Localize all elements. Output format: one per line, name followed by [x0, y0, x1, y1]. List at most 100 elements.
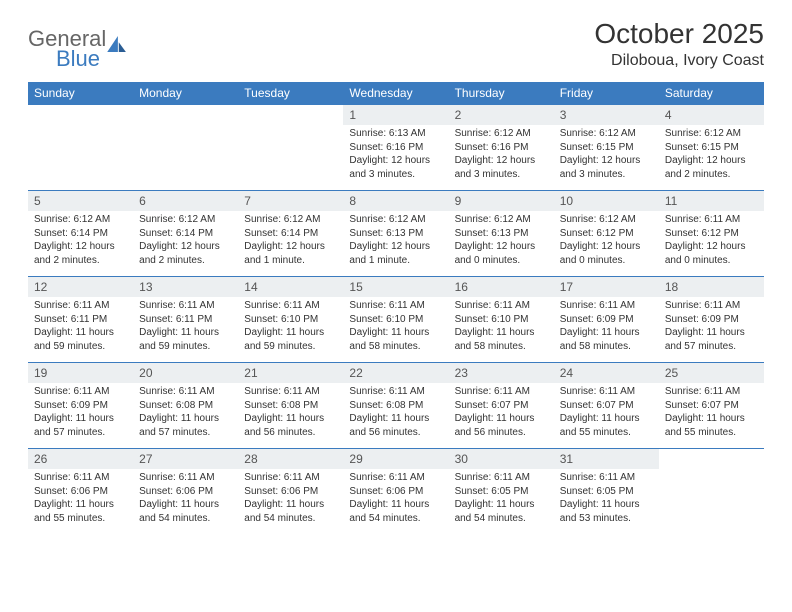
day-number: 21	[238, 362, 343, 383]
calendar-week: 12Sunrise: 6:11 AMSunset: 6:11 PMDayligh…	[28, 276, 764, 362]
day-body: Sunrise: 6:11 AMSunset: 6:06 PMDaylight:…	[28, 469, 133, 529]
day-header: Saturday	[659, 82, 764, 104]
daylight-text: Daylight: 12 hours and 0 minutes.	[455, 240, 548, 267]
sunrise-text: Sunrise: 6:12 AM	[665, 127, 758, 141]
sunrise-text: Sunrise: 6:11 AM	[139, 471, 232, 485]
sunset-text: Sunset: 6:05 PM	[560, 485, 653, 499]
sunset-text: Sunset: 6:10 PM	[244, 313, 337, 327]
day-number: 30	[449, 448, 554, 469]
sunrise-text: Sunrise: 6:11 AM	[665, 385, 758, 399]
day-body: Sunrise: 6:12 AMSunset: 6:15 PMDaylight:…	[659, 125, 764, 185]
daylight-text: Daylight: 11 hours and 55 minutes.	[34, 498, 127, 525]
sunset-text: Sunset: 6:07 PM	[560, 399, 653, 413]
calendar-cell: 4Sunrise: 6:12 AMSunset: 6:15 PMDaylight…	[659, 104, 764, 190]
day-body: Sunrise: 6:11 AMSunset: 6:08 PMDaylight:…	[238, 383, 343, 443]
header: GeneralBlue October 2025 Diloboua, Ivory…	[28, 18, 764, 70]
day-header: Monday	[133, 82, 238, 104]
daylight-text: Daylight: 12 hours and 2 minutes.	[34, 240, 127, 267]
calendar-cell: 31Sunrise: 6:11 AMSunset: 6:05 PMDayligh…	[554, 448, 659, 534]
day-number	[133, 104, 238, 125]
day-body: Sunrise: 6:11 AMSunset: 6:07 PMDaylight:…	[659, 383, 764, 443]
sunset-text: Sunset: 6:16 PM	[349, 141, 442, 155]
sunrise-text: Sunrise: 6:11 AM	[349, 385, 442, 399]
day-number: 22	[343, 362, 448, 383]
sunrise-text: Sunrise: 6:11 AM	[139, 299, 232, 313]
day-number: 29	[343, 448, 448, 469]
sunrise-text: Sunrise: 6:12 AM	[244, 213, 337, 227]
calendar-cell: 30Sunrise: 6:11 AMSunset: 6:05 PMDayligh…	[449, 448, 554, 534]
calendar-cell: 7Sunrise: 6:12 AMSunset: 6:14 PMDaylight…	[238, 190, 343, 276]
sunset-text: Sunset: 6:10 PM	[349, 313, 442, 327]
calendar-cell: 18Sunrise: 6:11 AMSunset: 6:09 PMDayligh…	[659, 276, 764, 362]
calendar-table: SundayMondayTuesdayWednesdayThursdayFrid…	[28, 82, 764, 534]
day-number: 23	[449, 362, 554, 383]
day-header: Sunday	[28, 82, 133, 104]
sunset-text: Sunset: 6:08 PM	[139, 399, 232, 413]
day-body: Sunrise: 6:12 AMSunset: 6:13 PMDaylight:…	[449, 211, 554, 271]
day-number: 5	[28, 190, 133, 211]
daylight-text: Daylight: 11 hours and 58 minutes.	[349, 326, 442, 353]
daylight-text: Daylight: 11 hours and 54 minutes.	[349, 498, 442, 525]
day-header-row: SundayMondayTuesdayWednesdayThursdayFrid…	[28, 82, 764, 104]
daylight-text: Daylight: 11 hours and 59 minutes.	[139, 326, 232, 353]
day-number: 24	[554, 362, 659, 383]
sunset-text: Sunset: 6:12 PM	[665, 227, 758, 241]
day-number: 3	[554, 104, 659, 125]
sunset-text: Sunset: 6:06 PM	[139, 485, 232, 499]
day-number: 19	[28, 362, 133, 383]
sunrise-text: Sunrise: 6:12 AM	[455, 213, 548, 227]
calendar-week: 5Sunrise: 6:12 AMSunset: 6:14 PMDaylight…	[28, 190, 764, 276]
sunrise-text: Sunrise: 6:11 AM	[455, 299, 548, 313]
sunrise-text: Sunrise: 6:12 AM	[139, 213, 232, 227]
day-body: Sunrise: 6:13 AMSunset: 6:16 PMDaylight:…	[343, 125, 448, 185]
day-body: Sunrise: 6:11 AMSunset: 6:09 PMDaylight:…	[554, 297, 659, 357]
sunset-text: Sunset: 6:14 PM	[139, 227, 232, 241]
sunset-text: Sunset: 6:11 PM	[139, 313, 232, 327]
calendar-cell: 10Sunrise: 6:12 AMSunset: 6:12 PMDayligh…	[554, 190, 659, 276]
day-body: Sunrise: 6:11 AMSunset: 6:06 PMDaylight:…	[133, 469, 238, 529]
daylight-text: Daylight: 11 hours and 54 minutes.	[139, 498, 232, 525]
day-body: Sunrise: 6:11 AMSunset: 6:11 PMDaylight:…	[133, 297, 238, 357]
calendar-cell: 25Sunrise: 6:11 AMSunset: 6:07 PMDayligh…	[659, 362, 764, 448]
sunset-text: Sunset: 6:07 PM	[665, 399, 758, 413]
sunrise-text: Sunrise: 6:11 AM	[455, 385, 548, 399]
month-title: October 2025	[594, 18, 764, 50]
calendar-cell: 14Sunrise: 6:11 AMSunset: 6:10 PMDayligh…	[238, 276, 343, 362]
sunset-text: Sunset: 6:07 PM	[455, 399, 548, 413]
calendar-cell: 15Sunrise: 6:11 AMSunset: 6:10 PMDayligh…	[343, 276, 448, 362]
sunset-text: Sunset: 6:06 PM	[244, 485, 337, 499]
day-body: Sunrise: 6:11 AMSunset: 6:10 PMDaylight:…	[238, 297, 343, 357]
calendar-cell: 28Sunrise: 6:11 AMSunset: 6:06 PMDayligh…	[238, 448, 343, 534]
day-body: Sunrise: 6:11 AMSunset: 6:09 PMDaylight:…	[659, 297, 764, 357]
calendar-cell: 16Sunrise: 6:11 AMSunset: 6:10 PMDayligh…	[449, 276, 554, 362]
sunset-text: Sunset: 6:12 PM	[560, 227, 653, 241]
day-number: 15	[343, 276, 448, 297]
sunrise-text: Sunrise: 6:12 AM	[349, 213, 442, 227]
day-body: Sunrise: 6:12 AMSunset: 6:13 PMDaylight:…	[343, 211, 448, 271]
calendar-cell	[133, 104, 238, 190]
sunset-text: Sunset: 6:06 PM	[349, 485, 442, 499]
day-number: 14	[238, 276, 343, 297]
daylight-text: Daylight: 11 hours and 57 minutes.	[665, 326, 758, 353]
daylight-text: Daylight: 11 hours and 57 minutes.	[139, 412, 232, 439]
calendar-cell: 29Sunrise: 6:11 AMSunset: 6:06 PMDayligh…	[343, 448, 448, 534]
calendar-cell: 20Sunrise: 6:11 AMSunset: 6:08 PMDayligh…	[133, 362, 238, 448]
sunrise-text: Sunrise: 6:11 AM	[139, 385, 232, 399]
day-header: Thursday	[449, 82, 554, 104]
day-number: 31	[554, 448, 659, 469]
daylight-text: Daylight: 11 hours and 56 minutes.	[349, 412, 442, 439]
sunrise-text: Sunrise: 6:11 AM	[34, 299, 127, 313]
day-body: Sunrise: 6:11 AMSunset: 6:05 PMDaylight:…	[449, 469, 554, 529]
calendar-cell: 9Sunrise: 6:12 AMSunset: 6:13 PMDaylight…	[449, 190, 554, 276]
day-number: 7	[238, 190, 343, 211]
day-header: Friday	[554, 82, 659, 104]
day-body: Sunrise: 6:12 AMSunset: 6:15 PMDaylight:…	[554, 125, 659, 185]
daylight-text: Daylight: 12 hours and 3 minutes.	[560, 154, 653, 181]
sunrise-text: Sunrise: 6:11 AM	[34, 385, 127, 399]
sunset-text: Sunset: 6:15 PM	[665, 141, 758, 155]
sunrise-text: Sunrise: 6:11 AM	[244, 471, 337, 485]
day-number: 2	[449, 104, 554, 125]
title-block: October 2025 Diloboua, Ivory Coast	[594, 18, 764, 70]
day-number: 9	[449, 190, 554, 211]
daylight-text: Daylight: 12 hours and 1 minute.	[349, 240, 442, 267]
